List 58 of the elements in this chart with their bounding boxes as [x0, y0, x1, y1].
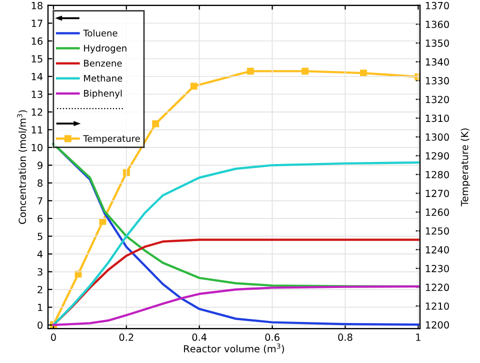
- point: [360, 70, 367, 77]
- legend-label: Hydrogen: [84, 44, 126, 54]
- y2-tick-label: 1340: [426, 58, 449, 66]
- y2-tick-label: 1310: [426, 114, 449, 122]
- y2-tick-label: 1300: [426, 133, 449, 141]
- y-tick-label: 9: [38, 162, 42, 170]
- y2-tick-label: 1360: [426, 20, 449, 28]
- x-axis-title: Reactor volume (m$^{3}$): [184, 344, 284, 354]
- y-tick-label: 11: [32, 126, 42, 134]
- y-tick-label: 13: [32, 90, 42, 98]
- y-tick-label: 2: [38, 286, 42, 294]
- x-tick-label: 1: [416, 334, 420, 341]
- y2-tick-label: 1210: [426, 302, 449, 310]
- x-tick-label: 0.8: [338, 334, 352, 341]
- point: [152, 120, 160, 128]
- y-axis-title: Concentration (mol/m$^{3}$): [17, 110, 28, 224]
- legend-label: Temperature: [83, 135, 140, 144]
- y-tick-label: 8: [38, 179, 42, 187]
- y-tick-label: 7: [38, 197, 42, 204]
- legend-label: Biphenyl: [84, 90, 122, 98]
- y-tick-label: 17: [32, 20, 42, 27]
- y-tick-label: 5: [38, 232, 42, 240]
- point: [302, 68, 309, 75]
- y-tick-label: 1: [38, 304, 42, 311]
- y-tick-label: 18: [32, 2, 42, 10]
- y-tick-label: 16: [32, 37, 43, 45]
- y2-tick-label: 1280: [426, 170, 449, 178]
- y2-axis-title: Temperature (K): [460, 128, 470, 206]
- y-tick-label: 10: [32, 144, 42, 152]
- y2-tick-label: 1270: [426, 190, 449, 198]
- y-tick-label: 15: [32, 55, 42, 63]
- y-tick-label: 0: [38, 321, 42, 329]
- legend-label: Methane: [84, 74, 122, 82]
- y2-tick-label: 1230: [426, 264, 449, 272]
- y2-tick-label: 1240: [426, 246, 449, 254]
- y-tick-label: 4: [37, 250, 43, 258]
- y-tick-label: 6: [38, 214, 43, 222]
- point: [246, 68, 254, 75]
- x-tick-label: 0: [51, 334, 56, 341]
- x-tick-label: 0.6: [265, 334, 280, 341]
- y2-tick-label: 1260: [426, 208, 449, 216]
- y2-tick-label: 1200: [426, 321, 449, 329]
- y2-tick-label: 1330: [426, 77, 449, 84]
- x-tick-label: 0.2: [119, 334, 134, 341]
- y-tick-label: 3: [38, 268, 42, 276]
- y-tick-label: 14: [32, 73, 43, 80]
- x-tick-label: 0.4: [192, 334, 207, 341]
- y2-tick-label: 1350: [426, 39, 449, 47]
- y2-tick-label: 1250: [426, 227, 449, 235]
- legend-label: Toluene: [83, 30, 118, 37]
- y2-tick-label: 1220: [426, 284, 449, 292]
- y2-tick-label: 1370: [426, 2, 449, 10]
- point: [190, 82, 198, 90]
- legend-label: Benzene: [84, 60, 122, 67]
- y2-tick-label: 1290: [426, 152, 449, 160]
- point: [122, 169, 130, 176]
- y2-tick-label: 1320: [426, 96, 449, 104]
- y-tick-label: 12: [32, 108, 42, 116]
